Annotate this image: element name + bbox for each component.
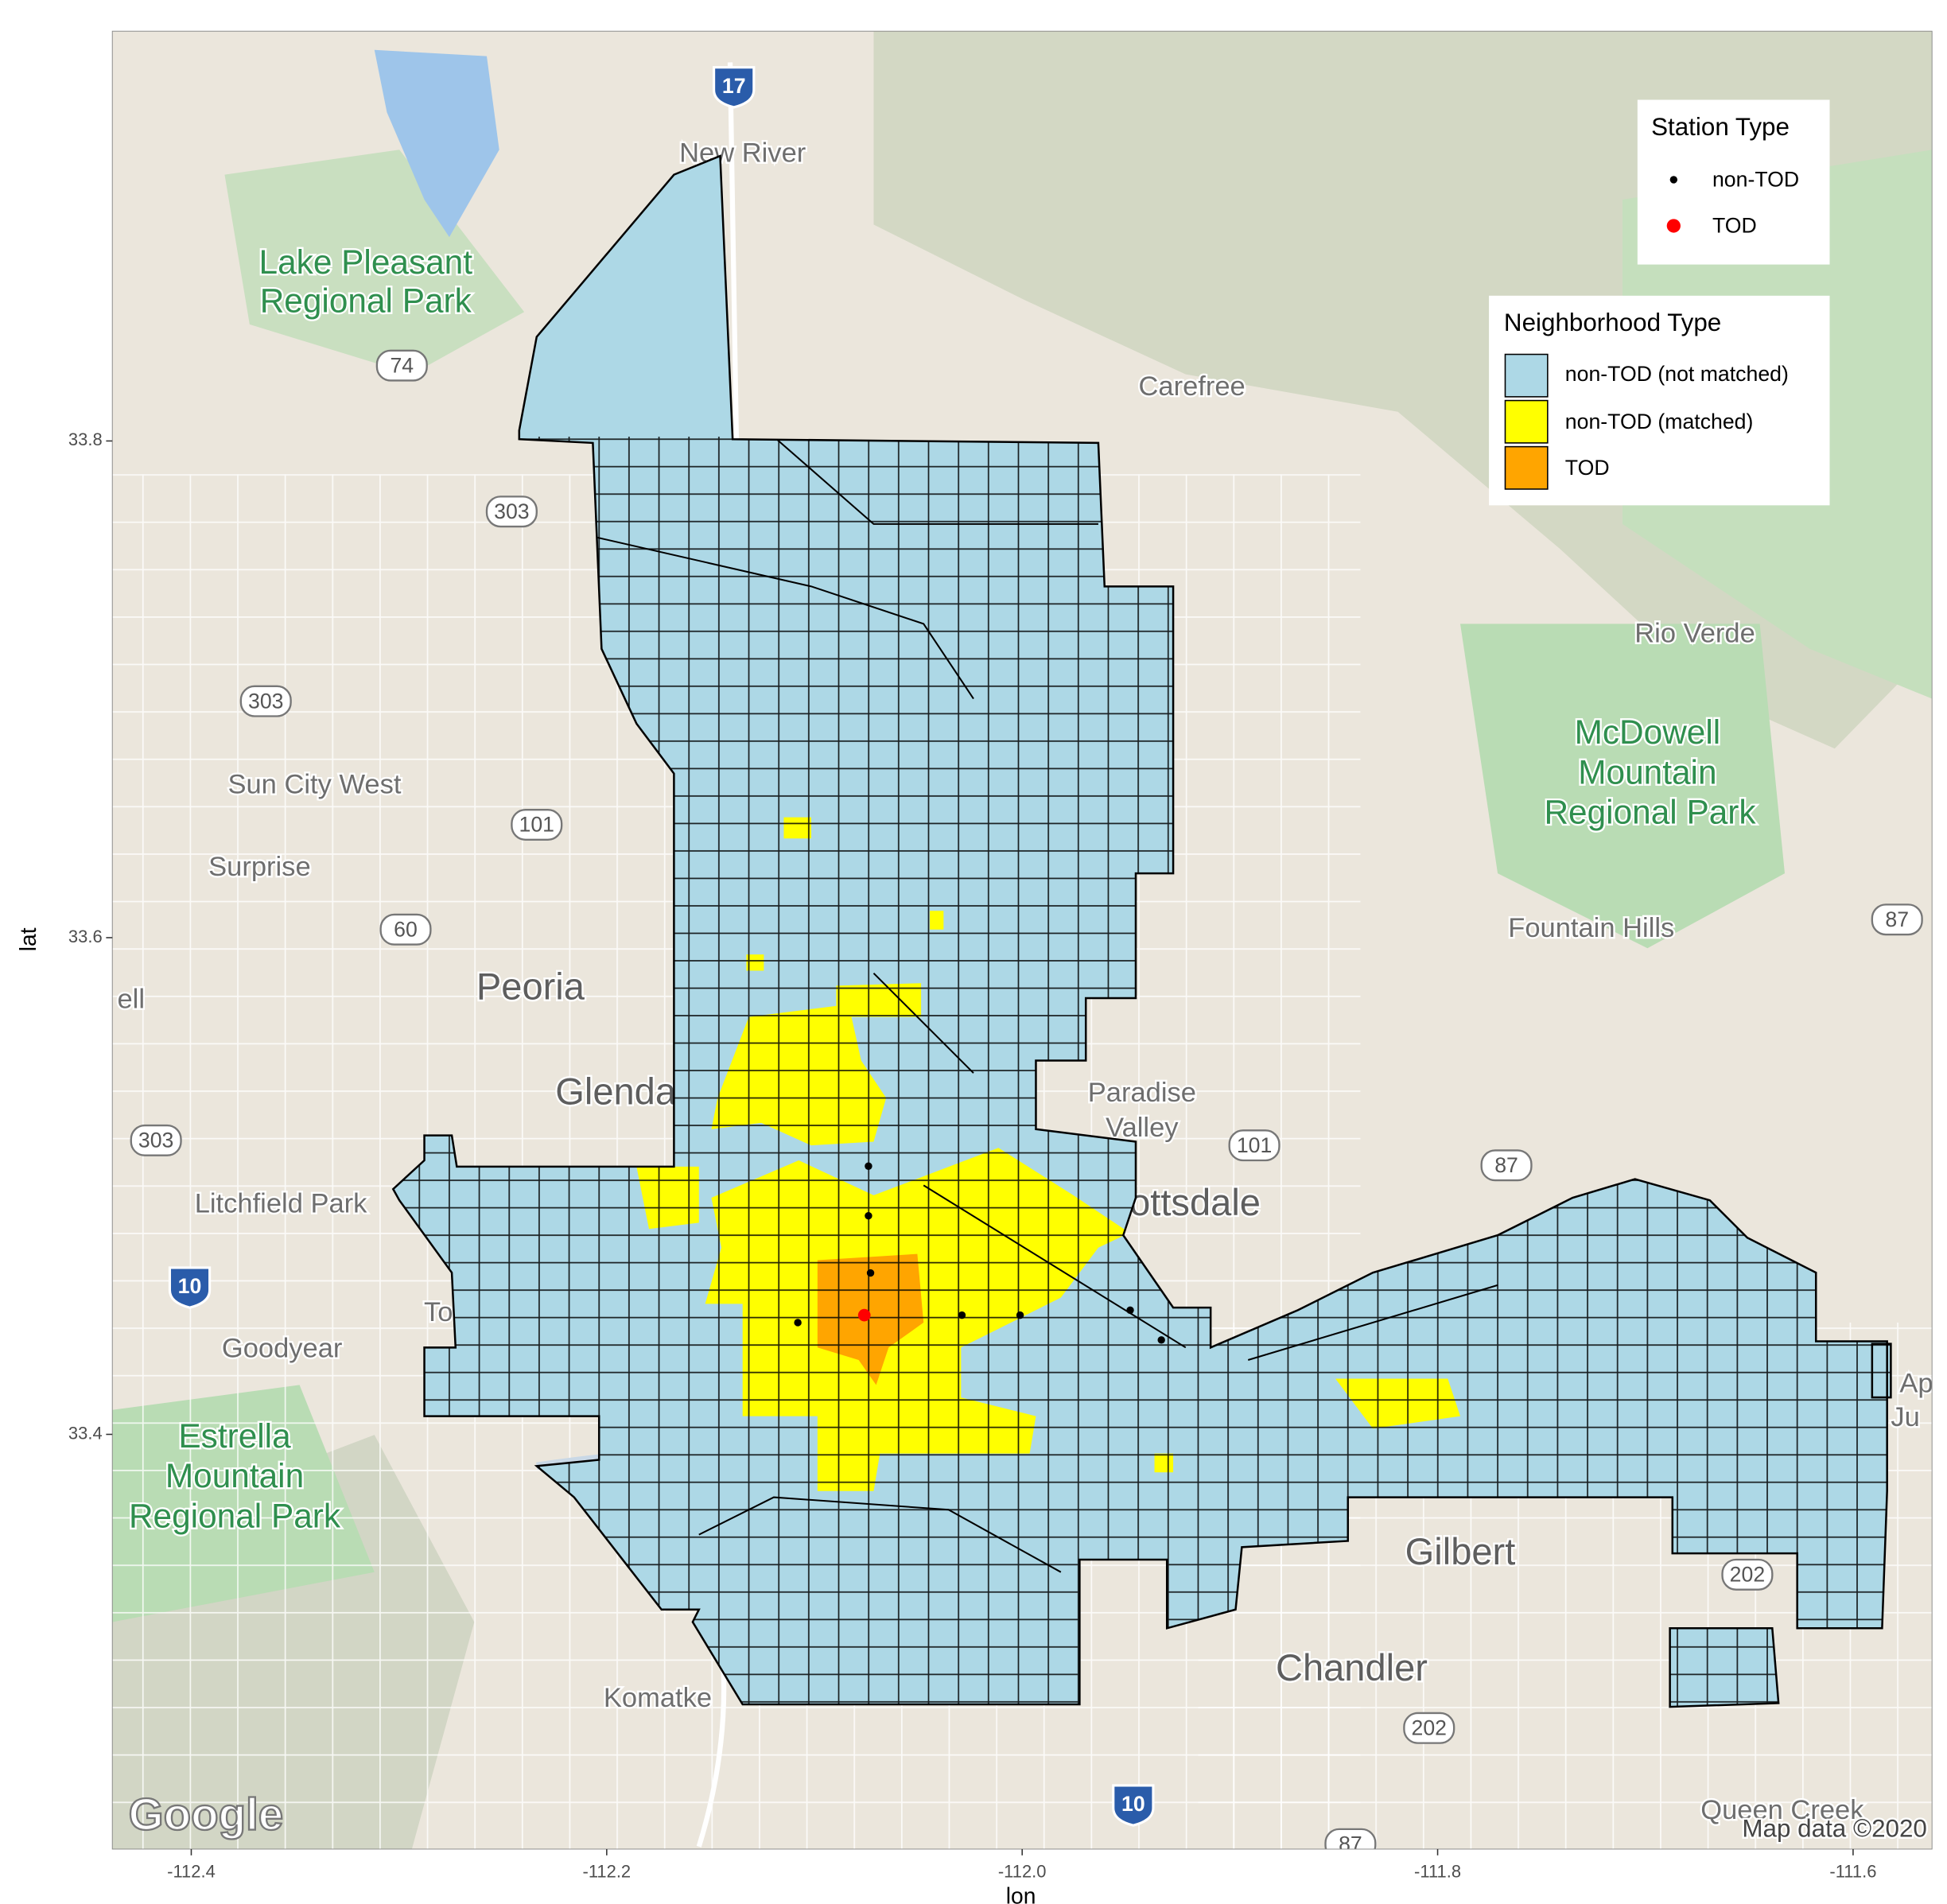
legend-label[interactable]: TOD — [1712, 214, 1757, 238]
station-point — [1016, 1311, 1024, 1319]
place-label: Ju — [1891, 1402, 1919, 1432]
axes: -112.4 -112.2 -112.0 -111.8 -111.6 33.4 33.6 33… — [68, 429, 1876, 1881]
legend-swatch — [1504, 353, 1549, 398]
station-point — [794, 1319, 802, 1327]
station-point — [865, 1211, 872, 1220]
place-label: Ap — [1899, 1368, 1933, 1398]
stations — [794, 1162, 1165, 1344]
y-tick-label: 33.8 — [68, 429, 103, 449]
city-label: Peoria — [476, 966, 585, 1008]
place-label: Valley — [1106, 1113, 1179, 1143]
place-label: Paradise — [1088, 1078, 1196, 1108]
shield-label: 10 — [178, 1274, 202, 1298]
shield-icon — [1480, 1149, 1533, 1182]
y-axis-title: lat — [15, 927, 41, 951]
station-point — [857, 1308, 871, 1322]
park-label: Mountain — [1578, 753, 1716, 791]
shield-icon — [239, 685, 292, 717]
station-point — [866, 1269, 875, 1277]
place-label: Litchfield Park — [195, 1189, 367, 1219]
shield-label: 202 — [1730, 1562, 1765, 1586]
shield-icon — [1721, 1558, 1774, 1591]
y-tick-label: 33.6 — [68, 927, 103, 946]
station-point — [958, 1311, 966, 1319]
place-label: Surprise — [208, 852, 310, 882]
shield-label: 74 — [390, 353, 414, 377]
legend-label[interactable]: non-TOD (not matched) — [1565, 362, 1789, 386]
place-label: Komatke — [604, 1683, 712, 1713]
legend-box — [1637, 99, 1830, 265]
legend-symbol — [1666, 219, 1681, 233]
attribution: Google Map data ©2020 — [127, 1789, 1929, 1845]
legend-label[interactable]: non-TOD — [1712, 168, 1799, 192]
legend-station: Station Type non-TOD TOD — [1637, 99, 1830, 265]
park-label: Mountain — [165, 1457, 304, 1494]
shield-label: 87 — [1339, 1832, 1362, 1855]
park-label: Regional Park — [129, 1497, 341, 1534]
shield-label: 303 — [138, 1129, 173, 1152]
shield-icon — [130, 1124, 182, 1156]
place-label: Fountain Hills — [1508, 913, 1674, 943]
x-tick-label: -112.4 — [167, 1862, 216, 1882]
shield-icon — [1403, 1712, 1455, 1744]
x-tick-label: -111.6 — [1829, 1862, 1876, 1882]
attribution-text: Map data ©2020 — [1742, 1815, 1926, 1843]
park-label: McDowell — [1575, 713, 1721, 751]
shield-icon — [379, 913, 432, 946]
tract-boundaries — [593, 436, 1498, 1573]
shield-label: 303 — [248, 689, 283, 713]
place-labels: New River Lake Pleasant Regional Park Ca… — [115, 136, 1933, 1827]
shield-icon — [1324, 1828, 1377, 1849]
place-label: Queen Creek — [1700, 1795, 1864, 1825]
legend-neighborhood: Neighborhood Type non-TOD (not matched) … — [1489, 295, 1830, 506]
legend-label[interactable]: non-TOD (matched) — [1565, 410, 1754, 433]
shield-icon — [1228, 1129, 1281, 1162]
shield-label: 10 — [1121, 1792, 1145, 1816]
place-label: Carefree — [1138, 371, 1245, 402]
station-point — [1126, 1306, 1134, 1315]
place-label: Rio Verde — [1634, 619, 1755, 649]
city-label: Chandler — [1276, 1646, 1428, 1688]
shield-label: 202 — [1412, 1716, 1447, 1739]
legend-label[interactable]: TOD — [1565, 456, 1610, 480]
shield-icon — [713, 66, 756, 109]
shield-label: 303 — [494, 499, 529, 523]
legend-swatch — [1504, 399, 1549, 444]
shield-label: 101 — [1237, 1133, 1272, 1157]
shield-label: 87 — [1885, 907, 1909, 931]
station-point — [865, 1162, 872, 1170]
park-label: Regional Park — [1544, 794, 1756, 831]
shield-icon — [1871, 903, 1923, 936]
station-point — [1157, 1336, 1165, 1344]
legend-swatch — [1504, 445, 1549, 490]
park-label: Estrella — [178, 1417, 291, 1455]
route-shields: 17 74 303 303 303 101 101 60 10 10 87 87 202 202 87 — [130, 66, 1923, 1855]
shield-icon — [168, 1266, 212, 1309]
y-tick-label: 33.4 — [68, 1423, 103, 1443]
legend-symbol — [1669, 176, 1678, 184]
legend-title: Station Type — [1651, 113, 1790, 141]
place-label: Sun City West — [227, 769, 401, 799]
shield-icon — [1112, 1784, 1155, 1827]
shield-icon — [511, 808, 563, 841]
park-label: Regional Park — [260, 282, 472, 319]
x-tick-label: -112.2 — [583, 1862, 632, 1882]
shield-icon — [485, 495, 538, 528]
x-axis-title: lon — [1006, 1883, 1036, 1904]
shield-label: 17 — [722, 74, 746, 98]
logo: Google — [129, 1789, 284, 1840]
x-tick-label: -112.0 — [998, 1862, 1047, 1882]
shield-label: 60 — [394, 917, 418, 941]
place-label: Goodyear — [222, 1334, 343, 1364]
city-label: Gilbert — [1405, 1530, 1516, 1572]
shield-icon — [375, 349, 428, 382]
place-label: ell — [118, 984, 146, 1014]
shield-label: 87 — [1494, 1153, 1518, 1177]
shield-label: 101 — [519, 813, 554, 837]
park-label: Lake Pleasant — [259, 243, 473, 281]
x-tick-label: -111.8 — [1414, 1862, 1461, 1882]
legend-title: Neighborhood Type — [1504, 309, 1721, 336]
